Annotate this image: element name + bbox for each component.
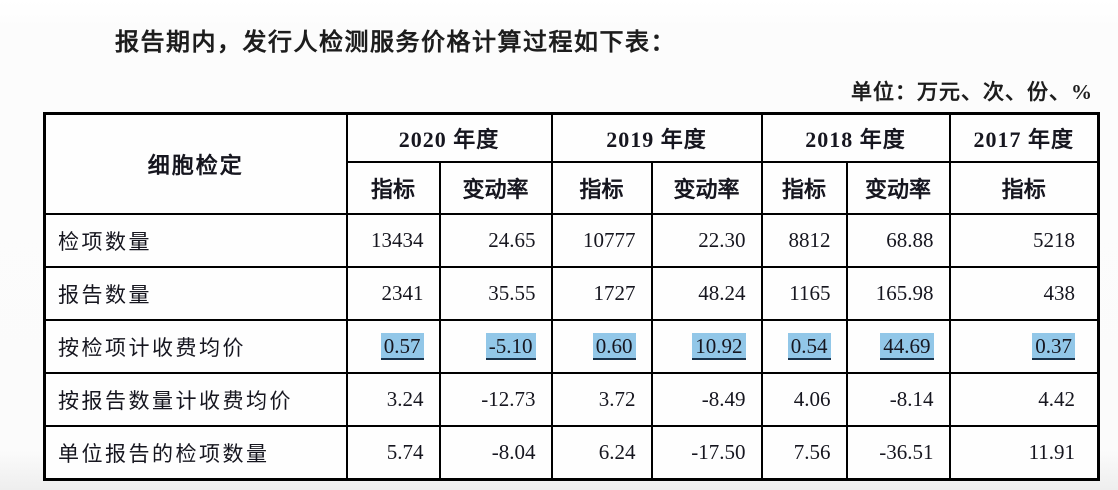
table-cell: -8.49 xyxy=(650,372,763,427)
sub-header-indicator: 指标 xyxy=(550,161,653,215)
year-header-2017: 2017 年度 xyxy=(948,112,1100,163)
table-cell: 4.42 xyxy=(948,372,1100,427)
table-cell: 11.91 xyxy=(948,425,1100,481)
table-cell: 24.65 xyxy=(438,213,553,268)
table-cell: -17.50 xyxy=(650,425,763,481)
table-cell: 7.56 xyxy=(760,425,848,481)
sub-header-indicator: 指标 xyxy=(345,161,441,215)
table-cell: 4.06 xyxy=(760,372,848,427)
table-cell: -8.14 xyxy=(845,372,951,427)
row-label: 报告数量 xyxy=(43,266,348,321)
table-cell: -5.10 xyxy=(438,319,553,374)
highlighted-value: 44.69 xyxy=(880,333,934,360)
table-cell: 48.24 xyxy=(650,266,763,321)
year-header-2018: 2018 年度 xyxy=(760,112,951,163)
highlighted-value: 0.60 xyxy=(592,333,636,360)
table-cell: 0.37 xyxy=(948,319,1100,374)
sub-header-change-rate: 变动率 xyxy=(845,161,951,215)
table-cell: 13434 xyxy=(345,213,441,268)
row-label: 单位报告的检项数量 xyxy=(43,425,348,481)
row-label: 检项数量 xyxy=(43,213,348,268)
table-row: 报告数量 2341 35.55 1727 48.24 1165 165.98 4… xyxy=(43,266,1100,321)
table-cell: 44.69 xyxy=(845,319,951,374)
table-cell: 5218 xyxy=(948,213,1100,268)
table-cell: 6.24 xyxy=(550,425,653,481)
table-cell: 165.98 xyxy=(845,266,951,321)
sub-header-row: 指标 变动率 指标 变动率 指标 变动率 指标 xyxy=(45,161,1100,215)
highlighted-value: 0.54 xyxy=(787,333,831,360)
table-row: 检项数量 13434 24.65 10777 22.30 8812 68.88 … xyxy=(43,213,1100,268)
table-cell: 22.30 xyxy=(650,213,763,268)
row-label: 按报告数量计收费均价 xyxy=(43,372,348,427)
year-header-2019: 2019 年度 xyxy=(550,112,763,163)
sub-header-indicator: 指标 xyxy=(948,161,1100,215)
table-cell: 438 xyxy=(948,266,1100,321)
highlighted-value: 0.37 xyxy=(1032,333,1076,360)
table-cell: -36.51 xyxy=(845,425,951,481)
corner-header: 细胞检定 xyxy=(43,112,348,215)
year-header-2020: 2020 年度 xyxy=(345,112,553,163)
table-cell: 1727 xyxy=(550,266,653,321)
table-cell: 68.88 xyxy=(845,213,951,268)
sub-header-indicator: 指标 xyxy=(760,161,848,215)
table-cell: 1165 xyxy=(760,266,848,321)
highlighted-value: -5.10 xyxy=(485,333,536,360)
year-header-row: 细胞检定 2020 年度 2019 年度 2018 年度 2017 年度 xyxy=(43,112,1100,215)
table-cell: 0.54 xyxy=(760,319,848,374)
row-label: 按检项计收费均价 xyxy=(43,319,348,374)
price-calculation-table: 细胞检定 2020 年度 2019 年度 2018 年度 2017 年度 指标 … xyxy=(43,112,1101,481)
table-cell: 3.72 xyxy=(550,372,653,427)
table-cell: 0.60 xyxy=(550,319,653,374)
table-cell: 3.24 xyxy=(345,372,441,427)
table-cell: -12.73 xyxy=(438,372,553,427)
intro-text: 报告期内，发行人检测服务价格计算过程如下表： xyxy=(115,30,676,56)
sub-header-change-rate: 变动率 xyxy=(650,161,763,215)
highlighted-value: 10.92 xyxy=(692,333,746,360)
table-cell: 35.55 xyxy=(438,266,553,321)
table-row: 按报告数量计收费均价 3.24 -12.73 3.72 -8.49 4.06 -… xyxy=(43,372,1100,427)
table-cell: 8812 xyxy=(760,213,848,268)
table-row: 单位报告的检项数量 5.74 -8.04 6.24 -17.50 7.56 -3… xyxy=(43,425,1100,481)
sub-header-change-rate: 变动率 xyxy=(438,161,553,215)
table-cell: 2341 xyxy=(345,266,441,321)
unit-note: 单位：万元、次、份、% xyxy=(851,80,1093,104)
table-cell: -8.04 xyxy=(438,425,553,481)
highlighted-value: 0.57 xyxy=(380,333,424,360)
table-cell: 5.74 xyxy=(345,425,441,481)
table-cell: 10.92 xyxy=(650,319,763,374)
table-cell: 0.57 xyxy=(345,319,441,374)
table-cell: 10777 xyxy=(550,213,653,268)
table-row-highlighted: 按检项计收费均价 0.57 -5.10 0.60 10.92 0.54 44.6… xyxy=(43,319,1100,374)
